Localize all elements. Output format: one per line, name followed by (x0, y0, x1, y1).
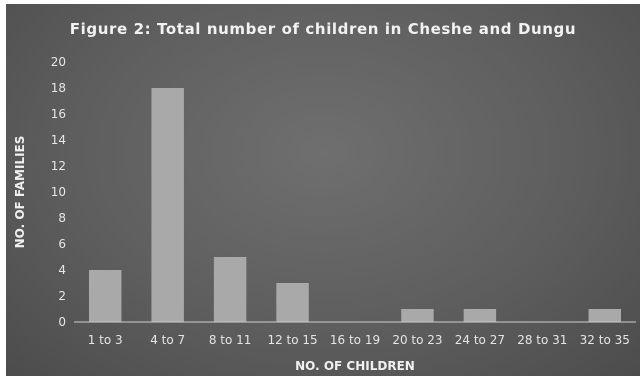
bar (213, 257, 247, 322)
chart-figure: Figure 2: Total number of children in Ch… (6, 4, 640, 376)
x-tick-label: 8 to 11 (209, 333, 252, 347)
y-tick-label: 14 (51, 133, 66, 147)
x-tick-label: 12 to 15 (267, 333, 317, 347)
y-tick-label: 4 (58, 263, 66, 277)
bar (401, 309, 434, 322)
y-tick-label: 8 (58, 211, 66, 225)
bar (151, 88, 184, 322)
y-tick-label: 12 (51, 159, 66, 173)
y-tick-label: 2 (58, 289, 66, 303)
x-tick-label: 32 to 35 (580, 333, 630, 347)
bars (88, 88, 622, 322)
y-tick-label: 20 (51, 55, 66, 69)
x-tick-label: 4 to 7 (150, 333, 185, 347)
bar (276, 283, 309, 322)
x-axis-ticks: 1 to 3 4 to 7 8 to 11 12 to 15 16 to 19 20 to… (88, 333, 630, 347)
chart-title: Figure 2: Total number of children in Ch… (69, 20, 577, 38)
y-axis-ticks: 0 2 4 6 8 10 12 14 16 18 20 (51, 55, 66, 329)
x-tick-label: 1 to 3 (88, 333, 123, 347)
x-tick-label: 20 to 23 (392, 333, 442, 347)
bar (88, 270, 122, 322)
x-tick-label: 24 to 27 (455, 333, 505, 347)
y-tick-label: 10 (51, 185, 66, 199)
x-tick-label: 16 to 19 (330, 333, 380, 347)
y-axis-title: NO. OF FAMILIES (13, 136, 27, 249)
bar (588, 309, 622, 322)
y-tick-label: 6 (58, 237, 66, 251)
x-axis-title: NO. OF CHILDREN (295, 359, 415, 373)
y-tick-label: 16 (51, 107, 66, 121)
y-tick-label: 0 (58, 315, 66, 329)
bar-chart: 0 2 4 6 8 10 12 14 16 18 20 1 to 3 4 to 7 8 to 11 12 … (13, 55, 636, 373)
bar (463, 309, 497, 322)
x-tick-label: 28 to 31 (517, 333, 567, 347)
y-tick-label: 18 (51, 81, 66, 95)
